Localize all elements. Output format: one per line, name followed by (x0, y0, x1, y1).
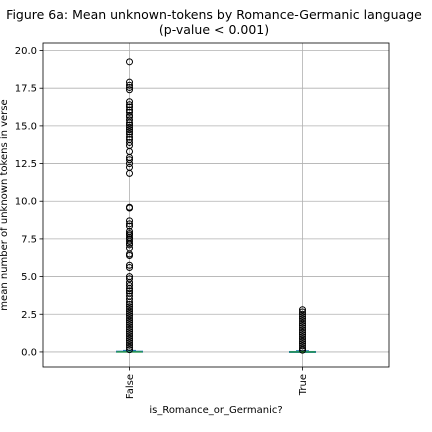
grid-lines (43, 43, 389, 367)
outlier-point (126, 310, 133, 318)
outlier-point (126, 138, 133, 146)
outlier-point (126, 312, 133, 320)
outlier-point (126, 163, 133, 171)
y-tick-label: 15.0 (15, 121, 37, 132)
plot-frame (42, 42, 390, 368)
outlier-point (299, 331, 306, 339)
outlier-point (126, 156, 133, 164)
outlier-point (126, 303, 133, 311)
outlier-point (126, 227, 133, 235)
outlier-point (299, 319, 306, 327)
outlier-point (126, 220, 133, 228)
outlier-point (126, 135, 133, 143)
outlier-point (126, 264, 133, 272)
outlier-point (126, 123, 133, 131)
outlier-point (126, 261, 133, 269)
x-tick-label: False (125, 374, 136, 399)
outlier-point (126, 287, 133, 295)
box-plot-series (116, 58, 316, 354)
outlier-point (126, 273, 133, 281)
y-tick-label: 12.5 (15, 159, 37, 170)
outlier-point (299, 317, 306, 325)
outlier-point (126, 244, 133, 252)
outlier-point (126, 111, 133, 119)
outlier-point (126, 103, 133, 111)
outlier-point (299, 340, 306, 348)
outlier-point (126, 325, 133, 333)
outlier-point (126, 101, 133, 109)
outlier-point (299, 326, 306, 334)
outlier-point (126, 86, 133, 94)
outlier-point (126, 346, 133, 354)
outlier-point (126, 222, 133, 230)
outlier-point (126, 126, 133, 134)
outlier-point (299, 328, 306, 336)
outlier-point (299, 322, 306, 330)
outlier-point (299, 315, 306, 323)
outlier-point (126, 300, 133, 308)
outlier-point (126, 292, 133, 300)
outlier-point (126, 133, 133, 141)
outlier-point (126, 282, 133, 290)
y-tick-label: 2.5 (21, 310, 37, 321)
outlier-point (126, 81, 133, 89)
y-axis-label: mean number of unknown tokens in verse (0, 99, 10, 310)
box-false (116, 58, 143, 354)
y-tick-label: 7.5 (21, 234, 37, 245)
outlier-point (126, 337, 133, 345)
y-tick-label: 0.0 (21, 347, 37, 358)
outlier-point (126, 78, 133, 86)
box-true (289, 306, 316, 354)
outlier-point (126, 108, 133, 116)
outlier-point (126, 121, 133, 129)
y-tick-label: 17.5 (15, 84, 37, 95)
outlier-point (299, 306, 306, 314)
outlier-point (126, 339, 133, 347)
x-axis-ticks: False True (125, 367, 309, 399)
outlier-point (126, 305, 133, 313)
outlier-point (299, 342, 306, 350)
outlier-point (299, 308, 306, 316)
outlier-point (299, 313, 306, 321)
outlier-point (126, 116, 133, 124)
chart-subtitle: (p-value < 0.001) (159, 22, 269, 37)
outlier-point (126, 230, 133, 238)
outlier-point (126, 314, 133, 322)
outlier-point (126, 328, 133, 336)
outlier-point (126, 58, 133, 66)
y-axis-ticks: 0.0 2.5 5.0 7.5 10.0 12.5 15.0 17.5 20.0 (15, 46, 43, 358)
y-tick-label: 5.0 (21, 272, 37, 283)
outlier-point (126, 343, 133, 351)
outlier-point (126, 321, 133, 329)
outlier-point (126, 217, 133, 225)
x-axis-label: is_Romance_or_Germanic? (149, 405, 282, 416)
outlier-point (126, 106, 133, 114)
outlier-point (126, 128, 133, 136)
chart-title: Figure 6a: Mean unknown-tokens by Romanc… (6, 7, 422, 22)
outlier-point (126, 316, 133, 324)
outlier-point (126, 334, 133, 342)
y-tick-label: 20.0 (15, 46, 37, 57)
outlier-point (126, 275, 133, 283)
outlier-point (299, 310, 306, 318)
outlier-point (126, 98, 133, 106)
outlier-point (126, 319, 133, 327)
outlier-point (126, 341, 133, 349)
outlier-point (126, 289, 133, 297)
outlier-point (126, 307, 133, 315)
outlier-point (126, 330, 133, 338)
outlier-point (299, 335, 306, 343)
outlier-point (299, 337, 306, 345)
outlier-point (126, 332, 133, 340)
y-tick-label: 10.0 (15, 197, 37, 208)
outlier-point (126, 130, 133, 138)
x-tick-label: True (298, 374, 309, 396)
outlier-point (299, 324, 306, 332)
outlier-point (126, 83, 133, 91)
outlier-point (299, 344, 306, 352)
outlier-point (126, 323, 133, 331)
outlier-point (126, 203, 133, 211)
outlier-point (299, 333, 306, 341)
